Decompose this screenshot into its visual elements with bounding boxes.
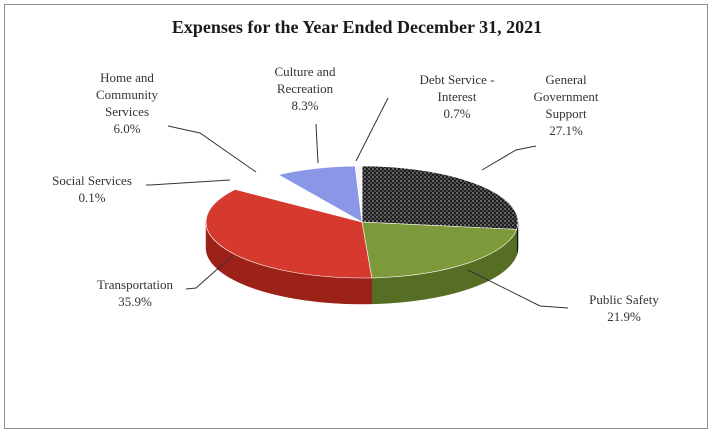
slice-percent: 0.1% [78,190,105,205]
slice-name: Culture and [274,64,336,79]
slice-percent: 35.9% [118,294,152,309]
slice-name: Recreation [277,81,334,96]
pie-slices [205,165,519,279]
leader-line [355,97,389,162]
chart-title: Expenses for the Year Ended December 31,… [172,17,542,37]
slice-label: Public Safety 21.9% [589,292,659,324]
pie-slice [361,165,519,230]
slice-name: Interest [438,89,477,104]
slice-name: Community [96,87,159,102]
leader-lines [146,97,569,309]
slice-label: Social Services 0.1% [52,173,132,205]
slice-label: Transportation 35.9% [97,277,174,309]
slice-label: Home and Community Services 6.0% [96,70,159,136]
slice-name: Debt Service - [419,72,494,87]
slice-percent: 6.0% [113,121,140,136]
slice-label: Culture and Recreation 8.3% [274,64,336,113]
slice-label: General Government Support 27.1% [534,72,599,138]
leader-line [467,269,569,309]
slice-name: General [545,72,587,87]
pie-slice [205,189,373,279]
slice-label: Debt Service - Interest 0.7% [419,72,494,121]
leader-line [481,145,537,171]
slice-labels: General Government Support 27.1% Public Safe… [52,64,659,324]
slice-name: Government [534,89,599,104]
slice-name: Services [105,104,149,119]
leader-line [167,125,257,173]
slice-name: Social Services [52,173,132,188]
slice-name: Public Safety [589,292,659,307]
leader-line [146,179,231,186]
pie-slice [354,165,363,223]
pie-slice [361,221,518,279]
slice-name: Support [545,106,587,121]
leader-line [315,123,319,164]
slice-percent: 21.9% [607,309,641,324]
slice-percent: 27.1% [549,123,583,138]
slice-name: Transportation [97,277,174,292]
leader-line [185,255,233,290]
slice-percent: 0.7% [443,106,470,121]
slice-percent: 8.3% [291,98,318,113]
slice-name: Home and [100,70,154,85]
